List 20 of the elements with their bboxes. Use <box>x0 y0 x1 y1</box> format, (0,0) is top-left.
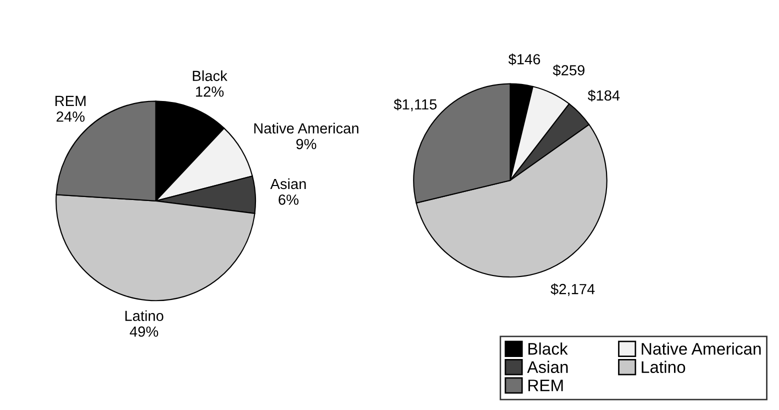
legend-label: Asian <box>527 360 568 374</box>
data-label: $259 <box>552 64 584 76</box>
data-label: 49% <box>130 326 158 337</box>
legend-label: Native American <box>642 342 761 355</box>
legend-label: Latino <box>642 360 686 374</box>
data-label: 24% <box>56 111 85 122</box>
slice-label: Latino <box>125 310 164 322</box>
slice-label: REM <box>55 96 86 106</box>
data-label: $2,174 <box>550 283 595 296</box>
data-label: $1,115 <box>394 98 437 112</box>
data-label: 9% <box>296 138 316 150</box>
data-label: $146 <box>508 53 540 66</box>
slice-label: Native American <box>254 122 358 134</box>
data-label: 6% <box>278 194 298 205</box>
legend-label: Black <box>528 342 568 355</box>
data-label: $184 <box>588 90 620 102</box>
slice-label: Black <box>192 70 228 82</box>
slice-label: Asian <box>270 178 306 190</box>
data-label: 12% <box>196 86 224 97</box>
legend-label: REM <box>528 380 563 392</box>
